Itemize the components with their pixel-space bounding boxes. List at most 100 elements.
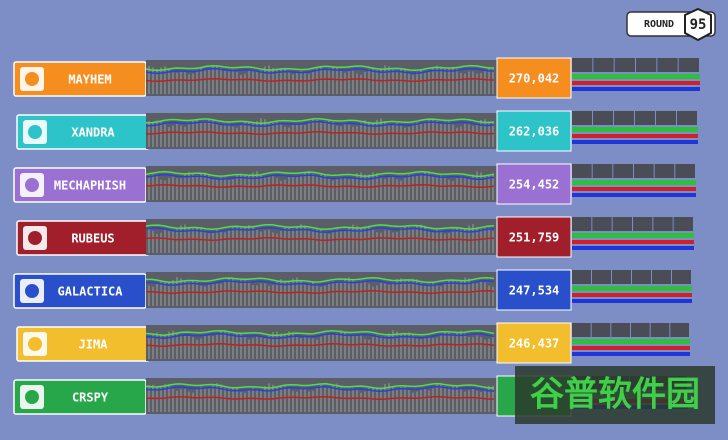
history-blue <box>146 279 495 287</box>
stat-blue <box>572 87 700 91</box>
history-blue <box>145 226 495 234</box>
team-row: JIMA 246,437 <box>16 322 690 364</box>
stat-red <box>572 134 698 138</box>
history-red <box>146 131 495 135</box>
stat-cell <box>673 217 693 231</box>
stat-cell <box>613 164 633 178</box>
team-score: 247,534 <box>509 284 560 298</box>
team-rows: MAYHEM 270,042 XANDRA 262,036 MECHAPHISH 254,… <box>13 57 700 417</box>
round-hex <box>684 7 712 42</box>
stat-green <box>572 233 694 238</box>
stat-cell <box>657 58 678 72</box>
history-red <box>146 290 495 295</box>
history-green <box>145 223 495 231</box>
stat-red <box>572 240 694 244</box>
stat-cell <box>572 217 592 231</box>
stat-green <box>572 180 696 185</box>
stat-red <box>572 346 690 350</box>
stat-red <box>572 187 696 191</box>
history-green <box>145 170 495 178</box>
team-name: CRSPY <box>72 391 109 405</box>
watermark: 谷普软件园 <box>515 366 715 424</box>
team-score: 251,759 <box>509 231 560 245</box>
watermark-text: 谷普软件园 <box>530 375 700 415</box>
round-number: 95 <box>690 17 707 33</box>
stat-cell <box>653 217 673 231</box>
team-score: 270,042 <box>509 72 560 86</box>
stat-cell <box>614 111 634 125</box>
stat-cell <box>592 217 612 231</box>
history-blue <box>145 67 495 75</box>
team-name: JIMA <box>79 338 109 352</box>
team-icon-mark <box>28 337 42 351</box>
stat-cell <box>635 111 655 125</box>
team-row: GALACTICA 247,534 <box>13 269 692 311</box>
team-icon-mark <box>28 125 42 139</box>
stat-cell <box>612 270 631 284</box>
stat-cell <box>572 58 593 72</box>
history-red <box>145 77 495 83</box>
team-name: MAYHEM <box>68 73 111 87</box>
score-box <box>496 322 572 364</box>
score-box <box>496 216 572 258</box>
round-label: ROUND <box>644 19 674 30</box>
stat-cell <box>631 323 650 337</box>
stat-cell <box>593 111 613 125</box>
team-score: 254,452 <box>509 178 560 192</box>
stat-red <box>572 81 700 85</box>
stat-cell <box>656 111 676 125</box>
stat-cell <box>591 323 611 337</box>
stat-green <box>572 127 698 132</box>
stat-blue <box>572 193 696 197</box>
team-icon-mark <box>25 178 39 192</box>
stat-cell <box>572 164 592 178</box>
team-row: MAYHEM 270,042 <box>13 57 700 99</box>
team-icon-mark <box>25 390 39 404</box>
stat-cell <box>650 323 670 337</box>
stat-green <box>572 286 692 291</box>
stat-cell <box>636 58 657 72</box>
history-red <box>145 396 495 401</box>
score-box <box>496 269 572 311</box>
team-name: GALACTICA <box>57 285 123 299</box>
history-blue <box>145 173 495 181</box>
history-green <box>145 329 495 337</box>
stat-cell <box>670 323 689 337</box>
stat-cell <box>572 323 591 337</box>
stat-cell <box>654 164 675 178</box>
score-box <box>496 57 572 99</box>
score-box <box>496 163 572 205</box>
stat-cell <box>572 111 592 125</box>
stat-cell <box>612 217 632 231</box>
stat-blue <box>572 299 692 303</box>
history-red <box>145 183 495 188</box>
stat-cell <box>593 58 614 72</box>
history-red <box>145 343 495 347</box>
stat-blue <box>572 246 694 250</box>
team-icon-mark <box>28 231 42 245</box>
stat-green <box>572 74 700 79</box>
history-blue <box>145 120 495 128</box>
history-green <box>145 64 495 72</box>
stat-green <box>572 339 690 344</box>
stat-cell <box>614 58 635 72</box>
stat-cell <box>632 270 651 284</box>
stat-cell <box>672 270 691 284</box>
team-name: RUBEUS <box>71 232 114 246</box>
team-icon-mark <box>25 284 39 298</box>
history-red <box>145 237 495 241</box>
score-box <box>496 110 572 152</box>
stat-cell <box>652 270 671 284</box>
team-row: MECHAPHISH 254,452 <box>13 163 696 205</box>
history-green <box>145 382 495 390</box>
stat-cell <box>675 164 695 178</box>
stat-cell <box>634 164 654 178</box>
history-green <box>146 276 495 284</box>
history-blue <box>145 332 495 340</box>
team-score: 262,036 <box>509 125 560 139</box>
stat-cell <box>592 270 611 284</box>
watermark-bg <box>515 366 715 424</box>
team-row: RUBEUS 251,759 <box>16 216 694 258</box>
team-score: 246,437 <box>509 337 560 351</box>
